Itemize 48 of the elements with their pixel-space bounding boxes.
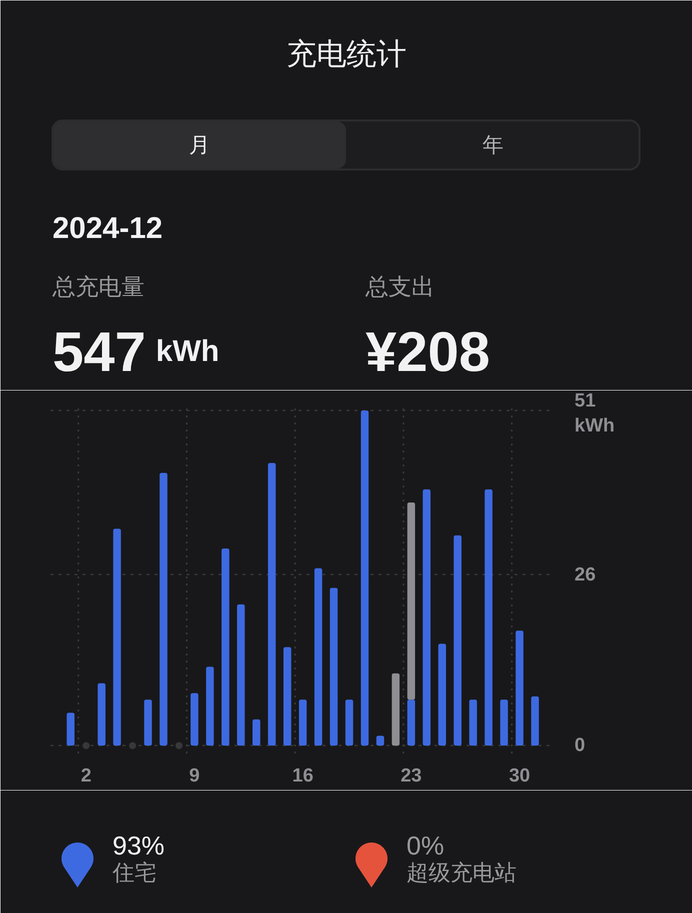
chart-subtitle: 2024-12 — [52, 212, 163, 245]
bar — [206, 666, 214, 746]
bar — [283, 647, 292, 746]
bar — [160, 472, 168, 746]
text: 93% — [112, 830, 165, 860]
bar — [222, 548, 230, 746]
bar — [252, 719, 260, 746]
text: 年 — [482, 134, 504, 157]
bar — [190, 693, 198, 746]
bar — [66, 712, 74, 746]
bar — [268, 463, 276, 746]
bar — [144, 700, 152, 746]
bar — [438, 644, 446, 746]
text: 总支出 — [364, 274, 434, 300]
bar — [392, 673, 400, 746]
bar — [469, 700, 477, 746]
x-tick-label: 2 — [80, 766, 92, 786]
x-tick-label: 16 — [292, 766, 314, 786]
legend-label: 住宅 — [112, 860, 156, 885]
y-tick-label: 51 kWh — [574, 390, 615, 437]
bar — [330, 588, 338, 746]
text: 总充电量 — [52, 274, 144, 300]
bar — [454, 535, 462, 746]
bar — [376, 736, 384, 746]
legend-label: 超级充电站 — [406, 860, 516, 885]
bar — [500, 700, 508, 746]
bar — [516, 630, 524, 746]
bar — [360, 410, 369, 746]
bar — [113, 528, 121, 746]
bar — [298, 700, 307, 746]
bar — [314, 568, 322, 746]
bar — [407, 502, 416, 700]
bar — [484, 489, 492, 746]
x-tick-label: 30 — [508, 766, 530, 786]
y-tick-label: 26 — [574, 564, 596, 586]
chart-title: 充电统计 — [286, 38, 406, 71]
bar — [237, 604, 245, 746]
x-tick-label: 23 — [400, 766, 422, 786]
bar — [531, 696, 539, 746]
text: 月 — [188, 134, 210, 157]
text: ¥208 — [366, 320, 490, 383]
bar — [407, 700, 416, 746]
text: 0% — [406, 830, 444, 860]
bar — [422, 489, 431, 746]
y-tick-label: 0 — [574, 735, 586, 756]
bar — [345, 700, 354, 746]
bar — [98, 683, 106, 746]
x-tick-label: 9 — [189, 766, 200, 786]
